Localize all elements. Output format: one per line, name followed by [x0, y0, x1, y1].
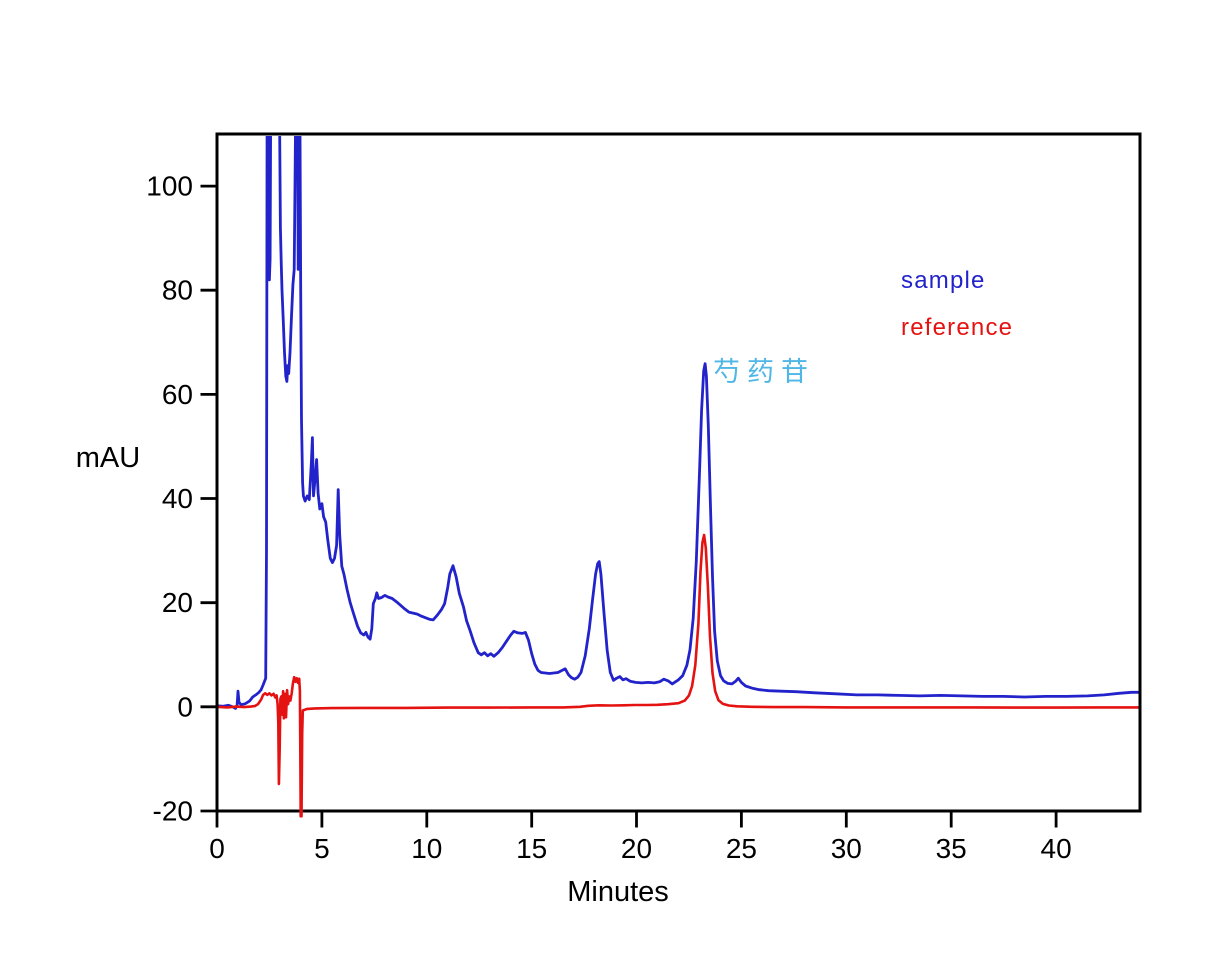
reference-trace [218, 533, 1139, 818]
y-axis-label: mAU [76, 442, 140, 474]
x-tick-label: 40 [1041, 833, 1072, 864]
x-tick-label: 0 [209, 833, 225, 864]
sample-trace [218, 136, 1139, 710]
x-tick-label: 35 [936, 833, 967, 864]
y-tick-label: 40 [162, 483, 193, 514]
x-tick-label: 30 [831, 833, 862, 864]
legend-reference-label: reference [901, 314, 1013, 341]
y-tick-label: 60 [162, 379, 193, 410]
plot-border [215, 132, 1142, 813]
y-tick-label: 100 [146, 171, 193, 202]
x-tick-label: 15 [516, 833, 547, 864]
y-tick-label: 0 [177, 691, 193, 722]
y-tick-label: -20 [153, 796, 193, 827]
x-axis-ticks: 0 5 10 15 20 25 30 35 40 [209, 811, 1072, 864]
x-tick-label: 20 [621, 833, 652, 864]
peak-annotation-label: 芍药苷 [713, 357, 815, 388]
legend-sample-label: sample [901, 267, 986, 294]
y-axis-ticks: -20 0 20 40 60 80 100 [146, 171, 217, 827]
x-tick-label: 10 [411, 833, 442, 864]
x-axis-label: Minutes [567, 876, 669, 908]
y-tick-label: 80 [162, 275, 193, 306]
x-tick-label: 5 [314, 833, 330, 864]
x-tick-label: 25 [726, 833, 757, 864]
y-tick-label: 20 [162, 587, 193, 618]
trace-group [218, 136, 1139, 818]
